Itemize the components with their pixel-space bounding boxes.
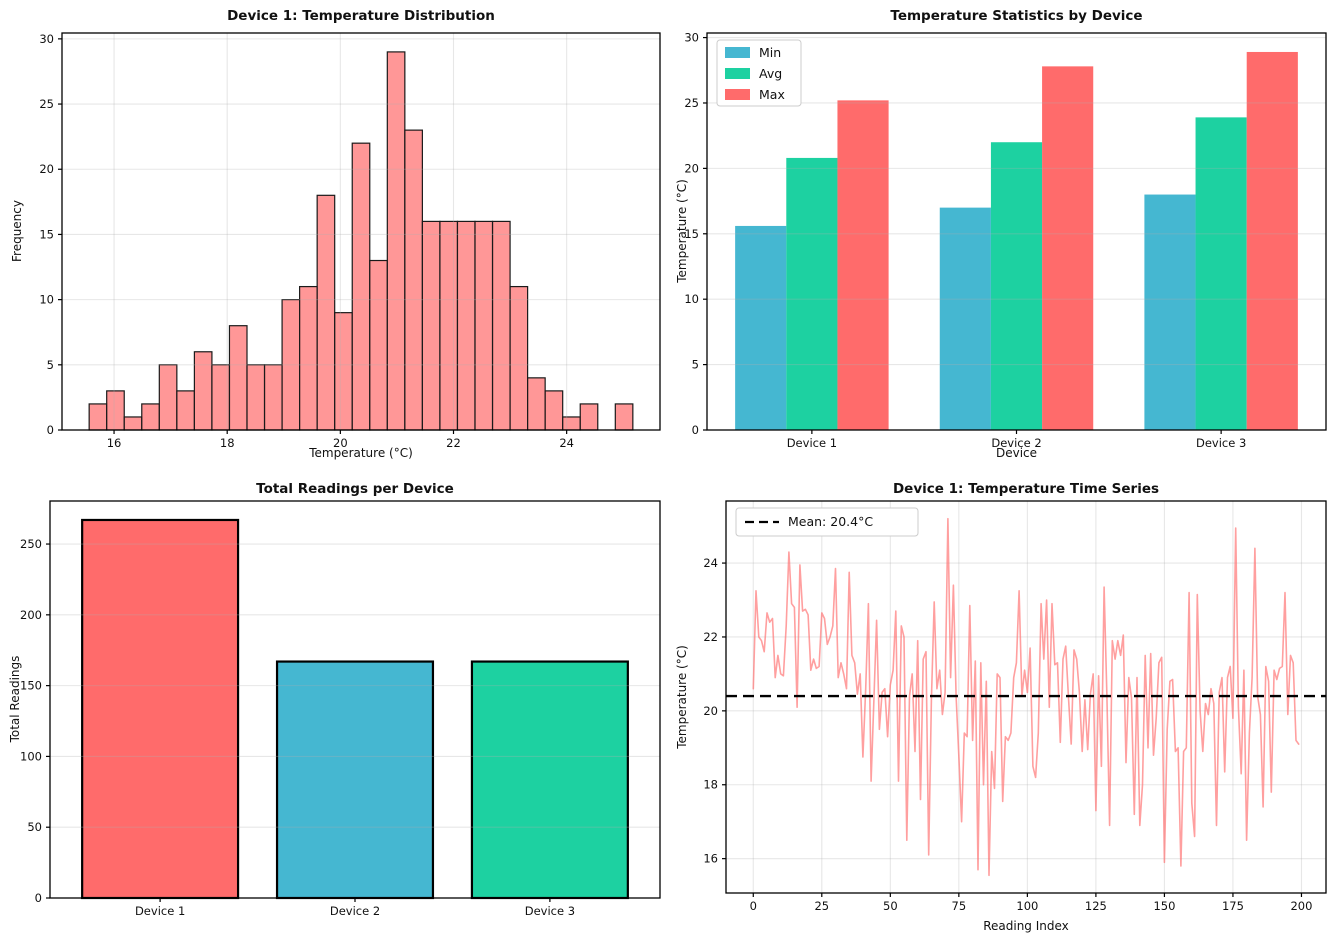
svg-text:Device 1: Device 1	[135, 904, 185, 918]
svg-text:25: 25	[684, 96, 699, 110]
svg-text:20: 20	[703, 704, 718, 718]
svg-text:150: 150	[1153, 899, 1175, 913]
chart-title: Device 1: Temperature Distribution	[227, 8, 495, 24]
svg-text:0: 0	[35, 891, 42, 905]
svg-text:0: 0	[47, 423, 54, 437]
svg-text:16: 16	[703, 852, 718, 866]
svg-text:50: 50	[883, 899, 898, 913]
svg-text:20: 20	[333, 436, 348, 450]
panel-time-series: 16 18 20 22 24 0 25 50 75 100 125 150 175 200 Mean: 20…	[667, 475, 1334, 950]
svg-text:25: 25	[39, 97, 54, 111]
bar-plot: 0 50 100 150 200 250 Device 1 Device 2 Device 3	[20, 500, 661, 918]
svg-text:20: 20	[684, 161, 699, 175]
svg-text:Avg: Avg	[759, 66, 782, 81]
line-plot: 16 18 20 22 24 0 25 50 75 100 125 150 175 200 Mean: 20…	[703, 500, 1327, 913]
svg-text:Device 3: Device 3	[525, 904, 575, 918]
svg-text:Device 1: Device 1	[787, 436, 837, 450]
svg-text:20: 20	[39, 162, 54, 176]
x-axis-label: Temperature (°C)	[309, 446, 413, 460]
panel-total-readings: 0 50 100 150 200 250 Device 1 Device 2 Device 3 …	[0, 475, 667, 950]
y-axis-label: Frequency	[10, 200, 24, 262]
svg-text:24: 24	[559, 436, 574, 450]
svg-text:Mean: 20.4°C: Mean: 20.4°C	[788, 514, 873, 529]
svg-text:16: 16	[107, 436, 122, 450]
svg-text:0: 0	[750, 899, 757, 913]
svg-text:15: 15	[684, 227, 699, 241]
panel-temperature-statistics: 0 5 10 15 20 25 30 Device 1 Device 2 Device 3 Min A…	[667, 0, 1334, 475]
svg-text:Device 3: Device 3	[1196, 436, 1246, 450]
svg-text:50: 50	[27, 820, 42, 834]
svg-text:15: 15	[39, 227, 54, 241]
chart-title: Temperature Statistics by Device	[890, 8, 1143, 24]
chart-title: Device 1: Temperature Time Series	[892, 481, 1160, 497]
svg-text:Min: Min	[759, 45, 781, 60]
svg-text:150: 150	[20, 679, 42, 693]
svg-text:100: 100	[1016, 899, 1038, 913]
svg-text:0: 0	[692, 423, 699, 437]
svg-text:18: 18	[703, 778, 718, 792]
svg-text:Device 2: Device 2	[330, 904, 380, 918]
svg-text:22: 22	[703, 630, 718, 644]
svg-text:75: 75	[952, 899, 967, 913]
svg-text:25: 25	[814, 899, 829, 913]
svg-text:24: 24	[703, 556, 718, 570]
svg-text:30: 30	[39, 32, 54, 46]
svg-text:250: 250	[20, 537, 42, 551]
svg-text:5: 5	[692, 358, 699, 372]
x-axis-label: Device	[995, 446, 1038, 460]
y-axis-label: Temperature (°C)	[675, 179, 689, 283]
svg-text:5: 5	[47, 358, 54, 372]
svg-text:30: 30	[684, 31, 699, 45]
y-axis-label: Total Readings	[8, 655, 22, 743]
svg-text:100: 100	[20, 749, 42, 763]
y-axis-label: Temperature (°C)	[675, 645, 689, 749]
svg-text:10: 10	[39, 293, 54, 307]
grouped-bar-plot: 0 5 10 15 20 25 30 Device 1 Device 2 Device 3 Min A…	[684, 31, 1327, 450]
chart-title: Total Readings per Device	[256, 481, 454, 497]
svg-text:175: 175	[1222, 899, 1244, 913]
svg-text:22: 22	[446, 436, 461, 450]
svg-text:200: 200	[1290, 899, 1312, 913]
panel-temperature-distribution: 0 5 10 15 20 25 30 16 18 20 22 24 Device 1: Tempera…	[0, 0, 667, 475]
svg-text:18: 18	[220, 436, 235, 450]
histogram-plot: 0 5 10 15 20 25 30 16 18 20 22 24	[39, 32, 661, 450]
svg-text:Device 2: Device 2	[991, 436, 1041, 450]
svg-text:200: 200	[20, 608, 42, 622]
svg-text:10: 10	[684, 292, 699, 306]
svg-text:Max: Max	[759, 87, 785, 102]
x-axis-label: Reading Index	[983, 919, 1069, 933]
svg-text:125: 125	[1085, 899, 1107, 913]
